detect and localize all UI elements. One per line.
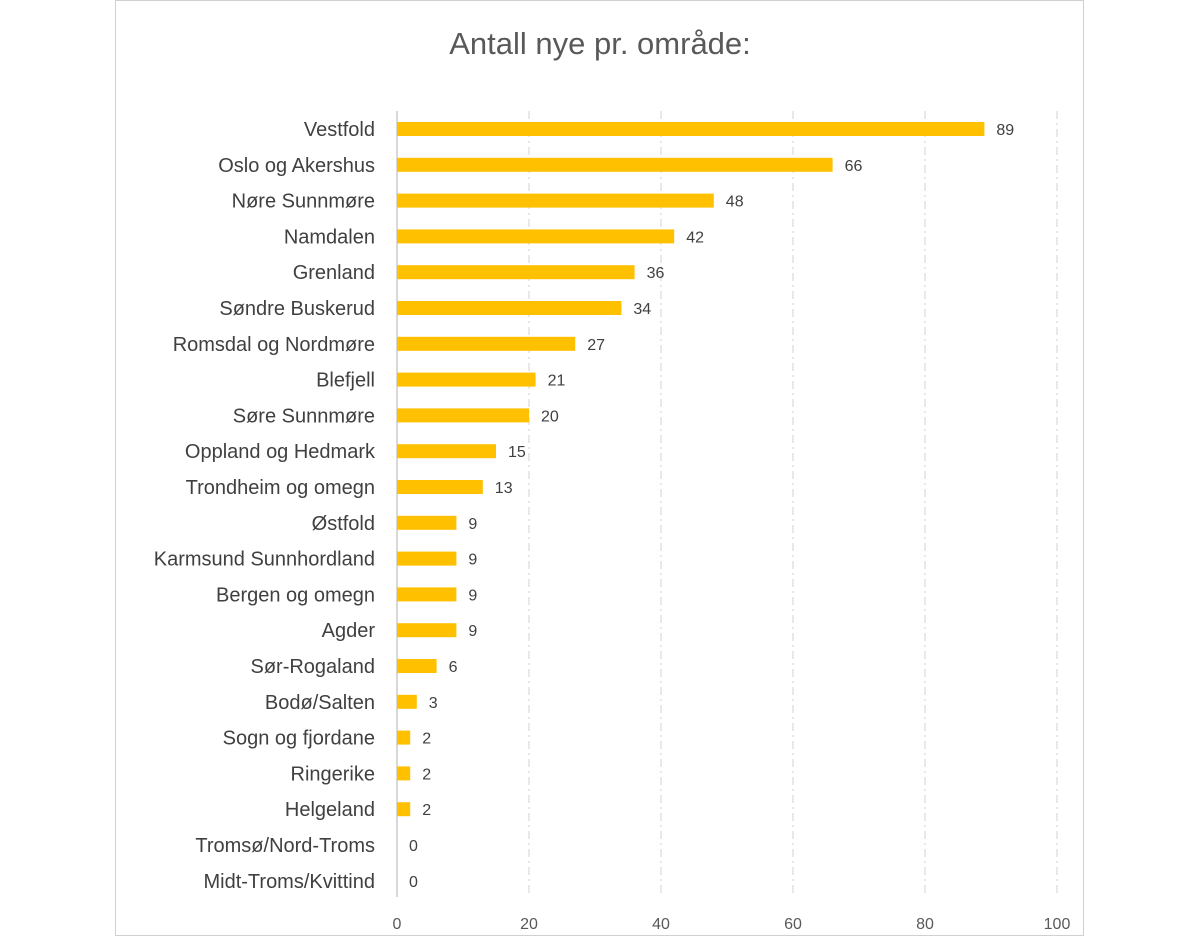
category-label: Trondheim og omegn [186, 477, 375, 499]
category-label: Grenland [293, 262, 375, 284]
label-layer: Vestfold 89 Oslo og Akershus 66 Nøre Sunnmør… [154, 119, 1015, 893]
data-label: 36 [647, 265, 665, 282]
data-label: 15 [508, 444, 526, 461]
x-tick-label: 20 [520, 916, 538, 933]
category-label: Namdalen [284, 226, 375, 248]
data-label: 2 [422, 802, 431, 819]
bar [397, 193, 714, 208]
x-tick-label: 60 [784, 916, 802, 933]
data-label: 2 [422, 766, 431, 783]
bar [397, 694, 417, 709]
data-label: 89 [996, 122, 1014, 139]
data-label: 6 [449, 659, 458, 676]
data-label: 66 [845, 158, 863, 175]
category-label: Romsdal og Nordmøre [173, 334, 375, 356]
chart-title: Antall nye pr. område: [449, 26, 751, 61]
bar-layer [397, 122, 985, 817]
bar [397, 802, 411, 817]
bar [397, 265, 635, 280]
category-label: Oslo og Akershus [218, 155, 375, 177]
category-label: Sør-Rogaland [250, 656, 375, 678]
category-label: Sogn og fjordane [223, 728, 375, 750]
category-label: Midt-Troms/Kvittind [203, 871, 375, 893]
bar [397, 372, 536, 387]
grid-layer [396, 111, 1058, 897]
data-label: 0 [409, 874, 418, 891]
bar [397, 766, 411, 781]
category-label: Helgeland [285, 799, 375, 821]
x-tick-label: 80 [916, 916, 934, 933]
bar [397, 515, 457, 530]
data-label: 9 [468, 516, 477, 533]
data-label: 34 [633, 301, 651, 318]
chart-frame: Antall nye pr. område: Vestfold 89 Oslo og… [115, 0, 1084, 936]
bar [397, 336, 576, 351]
category-label: Blefjell [316, 370, 375, 392]
data-label: 9 [468, 587, 477, 604]
category-label: Tromsø/Nord-Troms [195, 835, 375, 857]
data-label: 20 [541, 408, 559, 425]
bar [397, 659, 437, 673]
bar [397, 301, 622, 315]
x-tick-label: 40 [652, 916, 670, 933]
bar [397, 730, 411, 745]
category-label: Søndre Buskerud [219, 298, 375, 320]
bar [397, 551, 457, 566]
category-label: Østfold [312, 513, 375, 535]
category-label: Vestfold [304, 119, 375, 141]
category-label: Nøre Sunnmøre [232, 191, 375, 213]
data-label: 2 [422, 731, 431, 748]
data-label: 3 [429, 695, 438, 712]
category-label: Agder [322, 620, 376, 642]
category-label: Bergen og omegn [216, 584, 375, 606]
data-label: 0 [409, 838, 418, 855]
bar [397, 587, 457, 602]
data-label: 27 [587, 337, 605, 354]
bar [397, 444, 496, 459]
x-tick-label: 0 [393, 916, 402, 933]
data-label: 21 [548, 373, 566, 390]
category-label: Søre Sunnmøre [233, 405, 375, 427]
bar [397, 480, 483, 494]
category-label: Bodø/Salten [265, 692, 375, 714]
bar [397, 122, 985, 136]
data-label: 13 [495, 480, 513, 497]
bar [397, 157, 833, 172]
bar [397, 623, 457, 638]
data-label: 9 [468, 552, 477, 569]
data-label: 9 [468, 623, 477, 640]
bar [397, 408, 529, 423]
category-label: Karmsund Sunnhordland [154, 549, 375, 571]
chart-svg: Antall nye pr. område: Vestfold 89 Oslo og… [154, 26, 1071, 933]
category-label: Ringerike [291, 763, 375, 785]
bar [397, 229, 675, 244]
tick-layer: 0 20 40 60 80 100 [393, 916, 1071, 933]
category-label: Oppland og Hedmark [185, 441, 376, 463]
data-label: 42 [686, 229, 704, 246]
data-label: 48 [726, 194, 744, 211]
x-tick-label: 100 [1044, 916, 1071, 933]
